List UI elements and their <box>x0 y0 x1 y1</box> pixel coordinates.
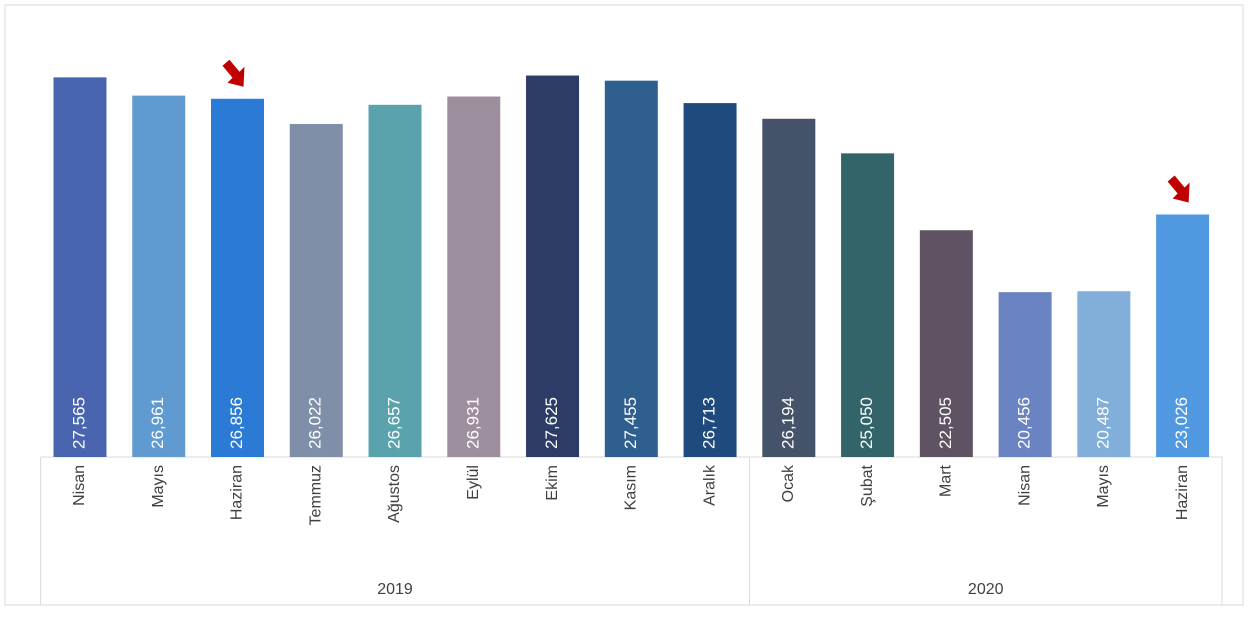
x-tick-label: Kasım <box>623 465 640 510</box>
data-label: 27,455 <box>621 397 640 449</box>
x-tick-label: Aralık <box>701 464 718 506</box>
data-label: 26,931 <box>463 397 482 449</box>
bar <box>1156 214 1210 457</box>
arrow <box>1167 175 1190 203</box>
x-tick-label: Nisan <box>71 465 88 506</box>
bar <box>211 98 264 458</box>
data-label: 22,505 <box>936 397 955 449</box>
bar <box>762 118 816 458</box>
x-tick-label: Haziran <box>1174 465 1191 520</box>
x-tick-label: Haziran <box>229 465 246 520</box>
data-label: 27,625 <box>542 397 561 449</box>
x-tick-label: Ocak <box>780 464 797 502</box>
data-label: 26,022 <box>306 397 325 449</box>
data-label: 27,565 <box>69 397 88 449</box>
x-tick-label: Temmuz <box>307 465 324 525</box>
bar <box>289 123 343 457</box>
bar <box>53 77 107 458</box>
data-label: 20,487 <box>1093 397 1112 449</box>
data-label: 26,961 <box>148 397 167 449</box>
data-label: 26,194 <box>778 397 797 449</box>
bar <box>604 80 658 458</box>
bar <box>1077 291 1131 457</box>
data-label: 26,713 <box>700 397 719 449</box>
data-label: 20,456 <box>1015 397 1034 449</box>
bar <box>526 75 580 457</box>
x-tick-label: Mayıs <box>1095 465 1112 508</box>
bar <box>132 95 186 457</box>
data-label: 26,657 <box>385 397 404 449</box>
x-tick-label: Mart <box>938 464 955 497</box>
arrow <box>222 59 245 87</box>
data-label: 23,026 <box>1172 397 1191 449</box>
data-label: 25,050 <box>857 397 876 449</box>
group-label: 2020 <box>968 581 1004 598</box>
bar <box>447 96 501 457</box>
x-tick-label: Eylül <box>465 465 482 500</box>
bar <box>841 153 895 457</box>
bar <box>998 292 1052 457</box>
bar <box>683 103 737 458</box>
x-tick-label: Nisan <box>1016 465 1033 506</box>
data-label: 26,856 <box>227 397 246 449</box>
bar <box>919 230 973 457</box>
group-label: 2019 <box>377 581 413 598</box>
x-tick-label: Ağustos <box>386 465 403 523</box>
x-tick-label: Ekim <box>544 465 561 501</box>
x-tick-label: Mayıs <box>150 465 167 508</box>
bar <box>368 104 422 458</box>
x-tick-label: Şubat <box>859 464 876 506</box>
